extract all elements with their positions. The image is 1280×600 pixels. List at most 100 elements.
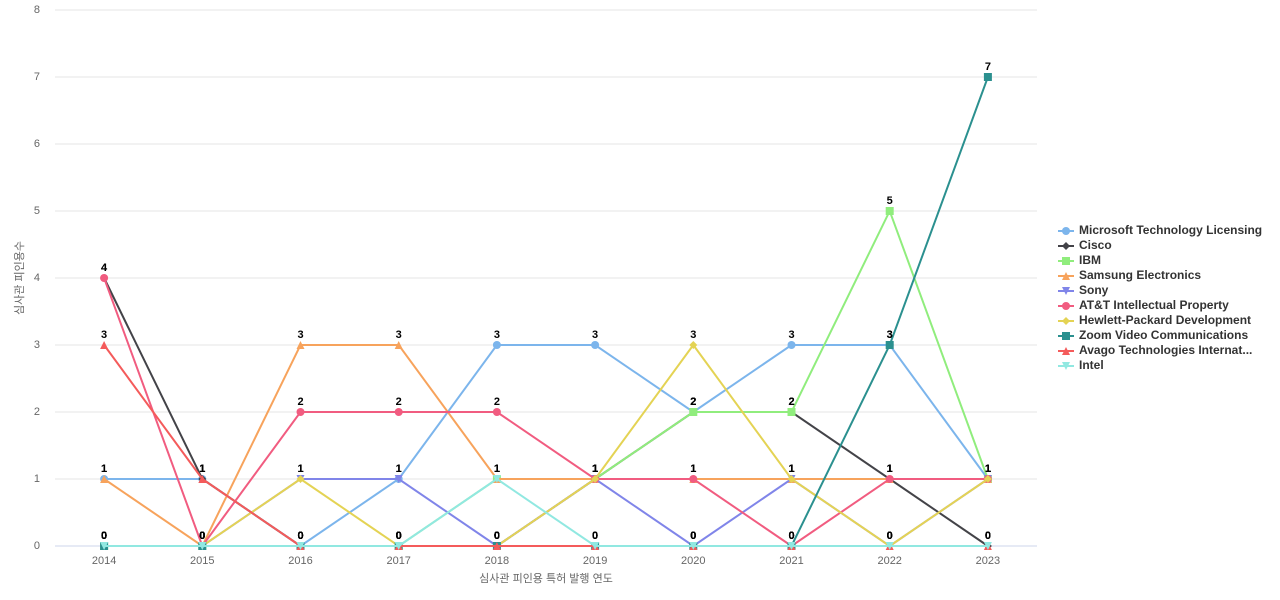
data-label: 0: [788, 530, 794, 542]
data-point: [689, 475, 698, 483]
data-point: [198, 475, 207, 483]
legend-label: Intel: [1079, 358, 1104, 372]
legend-label: Samsung Electronics: [1079, 268, 1201, 282]
legend-label: AT&T Intellectual Property: [1079, 298, 1229, 312]
data-point: [198, 542, 207, 550]
legend-item[interactable]: AT&T Intellectual Property: [1058, 298, 1229, 312]
data-label: 0: [494, 530, 500, 542]
data-label: 1: [887, 463, 893, 475]
data-label: 1: [494, 463, 500, 475]
data-label: 0: [396, 530, 402, 542]
series-line: [104, 208, 989, 547]
data-label: 0: [199, 530, 205, 542]
legend-symbol: [1062, 347, 1070, 355]
data-label: 1: [985, 463, 991, 475]
x-tick-label: 2022: [877, 555, 901, 567]
data-label: 4: [101, 262, 108, 274]
x-tick-label: 2018: [485, 555, 509, 567]
data-label: 3: [887, 329, 893, 341]
data-label: 1: [592, 463, 598, 475]
data-label: 0: [199, 530, 205, 542]
legend-symbol: [1062, 242, 1070, 250]
data-label: 0: [297, 530, 303, 542]
data-label: 3: [101, 329, 107, 341]
data-point: [394, 408, 403, 416]
legend-symbol: [1062, 287, 1070, 295]
data-label: 1: [396, 463, 402, 475]
data-label: 0: [101, 530, 107, 542]
legend-symbol: [1062, 332, 1070, 340]
data-label: 1: [690, 463, 696, 475]
data-label: 0: [887, 530, 893, 542]
data-label: 1: [690, 463, 696, 475]
data-label: 1: [985, 463, 991, 475]
data-label: 0: [788, 530, 794, 542]
legend-item[interactable]: Intel: [1058, 358, 1104, 372]
data-label: 0: [101, 530, 107, 542]
data-point: [492, 542, 501, 550]
data-point: [689, 408, 698, 416]
legend-label: Sony: [1079, 283, 1109, 297]
data-label: 2: [788, 396, 794, 408]
data-label: 0: [396, 530, 402, 542]
data-point: [689, 542, 698, 550]
y-tick-label: 1: [34, 473, 40, 485]
data-point: [787, 542, 796, 550]
legend-item[interactable]: Zoom Video Communications: [1058, 328, 1248, 342]
legend-label: Microsoft Technology Licensing: [1079, 223, 1262, 237]
data-label: 0: [199, 530, 205, 542]
legend-item[interactable]: IBM: [1058, 253, 1101, 267]
data-point: [787, 475, 796, 483]
legend-item[interactable]: Microsoft Technology Licensing: [1058, 223, 1262, 237]
data-point: [394, 341, 403, 349]
data-label: 0: [592, 530, 598, 542]
data-label: 0: [985, 530, 991, 542]
data-point: [885, 341, 894, 349]
data-point: [591, 542, 600, 550]
legend-label: IBM: [1079, 253, 1101, 267]
data-label: 3: [788, 329, 794, 341]
y-tick-label: 4: [34, 272, 40, 284]
data-label: 1: [199, 463, 205, 475]
legend-item[interactable]: Samsung Electronics: [1058, 268, 1201, 282]
data-label: 4: [101, 262, 108, 274]
data-label: 1: [985, 463, 991, 475]
data-label: 0: [887, 530, 893, 542]
data-label: 0: [690, 530, 696, 542]
data-label: 1: [199, 463, 205, 475]
data-point: [296, 542, 305, 550]
data-point: [100, 475, 109, 483]
x-tick-label: 2023: [976, 555, 1000, 567]
x-tick-label: 2021: [779, 555, 803, 567]
y-tick-label: 5: [34, 205, 40, 217]
data-label: 1: [592, 463, 598, 475]
x-tick-label: 2020: [681, 555, 705, 567]
data-label: 0: [985, 530, 991, 542]
data-point: [689, 341, 698, 349]
legend-item[interactable]: Hewlett-Packard Development: [1058, 313, 1251, 327]
legend-item[interactable]: Sony: [1058, 283, 1109, 297]
data-label: 0: [297, 530, 303, 542]
data-label: 1: [101, 463, 107, 475]
legend-symbol: [1062, 227, 1070, 235]
y-tick-label: 7: [34, 71, 40, 83]
data-point: [983, 475, 992, 483]
data-point: [394, 542, 403, 550]
data-label: 1: [592, 463, 598, 475]
data-label: 1: [985, 463, 991, 475]
data-label: 0: [690, 530, 696, 542]
legend-item[interactable]: Avago Technologies Internat...: [1058, 343, 1252, 357]
legend-symbol: [1062, 362, 1070, 370]
data-label: 1: [887, 463, 893, 475]
data-label: 0: [690, 530, 696, 542]
data-point: [296, 408, 305, 416]
data-point: [492, 408, 501, 416]
x-tick-label: 2019: [583, 555, 607, 567]
data-label: 3: [592, 329, 598, 341]
legend-item[interactable]: Cisco: [1058, 238, 1112, 252]
data-label: 1: [494, 463, 500, 475]
data-label: 0: [592, 530, 598, 542]
data-point: [492, 341, 501, 349]
data-label: 1: [985, 463, 991, 475]
data-label: 1: [297, 463, 303, 475]
